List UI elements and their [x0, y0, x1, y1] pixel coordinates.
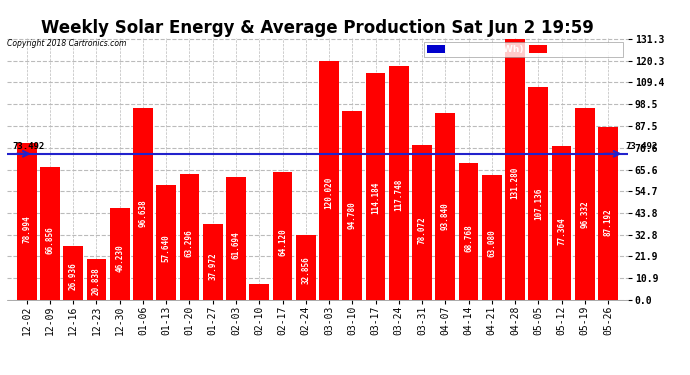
Bar: [296, 235, 315, 300]
Bar: [157, 185, 176, 300]
Bar: [40, 167, 60, 300]
Text: 63.080: 63.080: [487, 230, 496, 257]
Text: 77.364: 77.364: [557, 217, 566, 244]
Text: Copyright 2018 Cartronics.com: Copyright 2018 Cartronics.com: [7, 39, 126, 48]
Bar: [435, 113, 455, 300]
Bar: [342, 111, 362, 300]
Bar: [110, 208, 130, 300]
Title: Weekly Solar Energy & Average Production Sat Jun 2 19:59: Weekly Solar Energy & Average Production…: [41, 20, 594, 38]
Bar: [226, 177, 246, 300]
Bar: [86, 258, 106, 300]
Text: 32.856: 32.856: [302, 257, 310, 285]
Bar: [319, 61, 339, 300]
Bar: [529, 87, 549, 300]
Bar: [552, 146, 571, 300]
Text: 96.332: 96.332: [580, 200, 589, 228]
Bar: [133, 108, 153, 300]
Text: 64.120: 64.120: [278, 229, 287, 256]
Text: 93.840: 93.840: [441, 202, 450, 230]
Text: 87.192: 87.192: [604, 208, 613, 236]
Text: 73.492: 73.492: [626, 142, 658, 151]
Text: 46.230: 46.230: [115, 245, 124, 273]
Text: 63.296: 63.296: [185, 230, 194, 257]
Bar: [505, 39, 525, 300]
Bar: [482, 174, 502, 300]
Text: 66.856: 66.856: [46, 226, 55, 254]
Text: 73.492: 73.492: [12, 142, 45, 151]
Bar: [412, 145, 432, 300]
Text: 26.936: 26.936: [69, 262, 78, 290]
Bar: [249, 284, 269, 300]
Text: 117.748: 117.748: [394, 178, 403, 211]
Bar: [179, 174, 199, 300]
Text: 78.072: 78.072: [417, 216, 426, 244]
Bar: [203, 225, 223, 300]
Text: 68.768: 68.768: [464, 225, 473, 252]
Text: 96.638: 96.638: [139, 200, 148, 227]
Text: 37.972: 37.972: [208, 252, 217, 280]
Bar: [389, 66, 408, 300]
Bar: [366, 73, 386, 300]
Bar: [273, 172, 293, 300]
Legend: Average (kWh), Weekly (kWh): Average (kWh), Weekly (kWh): [424, 42, 623, 57]
Bar: [63, 246, 83, 300]
Text: 131.280: 131.280: [511, 166, 520, 199]
Bar: [575, 108, 595, 300]
Text: 94.780: 94.780: [348, 201, 357, 229]
Bar: [17, 143, 37, 300]
Text: 120.020: 120.020: [324, 176, 333, 209]
Text: 20.838: 20.838: [92, 267, 101, 295]
Text: 61.694: 61.694: [232, 231, 241, 259]
Text: 107.136: 107.136: [534, 188, 543, 220]
Bar: [459, 163, 478, 300]
Text: 57.640: 57.640: [161, 234, 170, 262]
Text: 78.994: 78.994: [22, 215, 31, 243]
Text: 114.184: 114.184: [371, 182, 380, 214]
Bar: [598, 126, 618, 300]
